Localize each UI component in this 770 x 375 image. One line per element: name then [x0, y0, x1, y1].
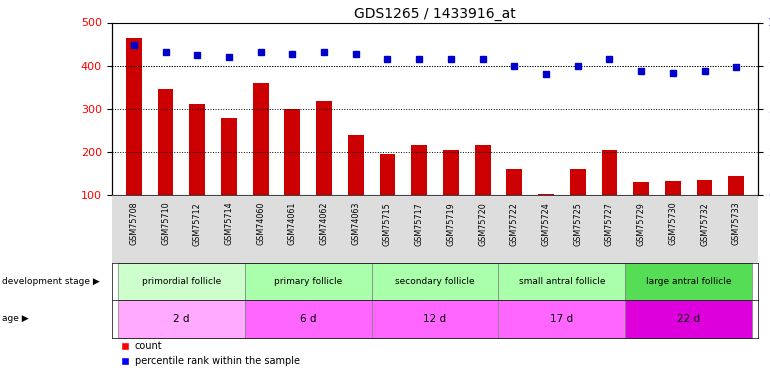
Text: GSM75727: GSM75727 — [605, 202, 614, 246]
Title: GDS1265 / 1433916_at: GDS1265 / 1433916_at — [354, 8, 516, 21]
Text: GSM75732: GSM75732 — [700, 202, 709, 246]
Text: GSM75729: GSM75729 — [637, 202, 645, 246]
Text: age ▶: age ▶ — [2, 314, 28, 323]
Text: 17 d: 17 d — [551, 314, 574, 324]
Bar — [348, 135, 363, 195]
Text: development stage ▶: development stage ▶ — [2, 277, 99, 286]
Text: GSM75720: GSM75720 — [478, 202, 487, 246]
Bar — [570, 169, 586, 195]
Bar — [625, 300, 752, 338]
Bar — [189, 104, 205, 195]
Text: secondary follicle: secondary follicle — [395, 277, 475, 286]
Text: GSM74063: GSM74063 — [351, 202, 360, 245]
Bar — [507, 169, 522, 195]
Text: primary follicle: primary follicle — [274, 277, 343, 286]
Text: GSM75715: GSM75715 — [383, 202, 392, 246]
Text: large antral follicle: large antral follicle — [646, 277, 732, 286]
Bar — [372, 300, 498, 338]
Text: GSM75714: GSM75714 — [225, 202, 233, 245]
Text: 22 d: 22 d — [677, 314, 700, 324]
Bar — [158, 89, 173, 195]
Text: GSM75730: GSM75730 — [668, 202, 678, 245]
Text: GSM75710: GSM75710 — [161, 202, 170, 245]
Bar — [126, 38, 142, 195]
Bar — [221, 118, 237, 195]
Bar — [601, 150, 618, 195]
Bar — [728, 177, 744, 195]
Text: primordial follicle: primordial follicle — [142, 277, 221, 286]
Bar — [411, 146, 427, 195]
Legend: count, percentile rank within the sample: count, percentile rank within the sample — [116, 338, 304, 370]
Bar — [665, 181, 681, 195]
Text: 12 d: 12 d — [424, 314, 447, 324]
Bar — [118, 262, 245, 300]
Bar — [118, 300, 245, 338]
Bar — [474, 146, 490, 195]
Bar — [284, 109, 300, 195]
Bar — [380, 154, 396, 195]
Bar — [498, 300, 625, 338]
Bar — [372, 262, 498, 300]
Text: GSM75722: GSM75722 — [510, 202, 519, 246]
Text: GSM74062: GSM74062 — [320, 202, 329, 245]
Text: GSM74061: GSM74061 — [288, 202, 297, 245]
Bar — [245, 262, 372, 300]
Text: GSM74060: GSM74060 — [256, 202, 265, 245]
Text: GSM75719: GSM75719 — [447, 202, 455, 246]
Text: GSM75712: GSM75712 — [192, 202, 202, 246]
Bar — [633, 182, 649, 195]
Bar — [625, 262, 752, 300]
Bar — [697, 180, 712, 195]
Text: small antral follicle: small antral follicle — [519, 277, 605, 286]
Text: GSM75708: GSM75708 — [129, 202, 139, 245]
Text: 2 d: 2 d — [173, 314, 189, 324]
Bar — [245, 300, 372, 338]
Bar — [498, 262, 625, 300]
Bar — [316, 101, 332, 195]
Text: GSM75717: GSM75717 — [415, 202, 424, 246]
Text: GSM75724: GSM75724 — [541, 202, 551, 246]
Bar — [443, 150, 459, 195]
Text: 6 d: 6 d — [300, 314, 316, 324]
Bar — [538, 194, 554, 195]
Bar — [253, 83, 269, 195]
Text: GSM75733: GSM75733 — [732, 202, 741, 245]
Text: GSM75725: GSM75725 — [573, 202, 582, 246]
